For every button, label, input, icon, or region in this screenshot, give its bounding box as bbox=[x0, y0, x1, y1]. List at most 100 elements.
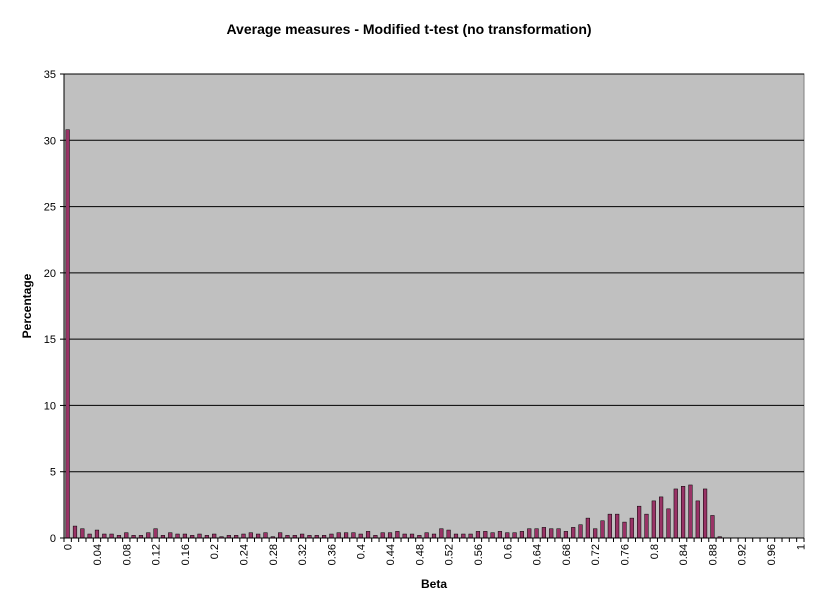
x-tick-label: 0.52 bbox=[444, 544, 456, 565]
x-tick-label: 0.96 bbox=[766, 544, 778, 565]
bar bbox=[681, 486, 686, 539]
bar bbox=[534, 528, 539, 539]
bar bbox=[344, 532, 349, 539]
bar bbox=[431, 533, 437, 539]
plot-area: 0 5 10 15 20 25 30 35 0 0.04 0.08 0.12 0.16 0.2 0.24 0.… bbox=[44, 69, 808, 565]
bar bbox=[585, 517, 590, 539]
bar bbox=[65, 129, 70, 539]
x-tick-label: 0.92 bbox=[737, 544, 749, 565]
bar bbox=[659, 496, 664, 539]
y-tick-label: 30 bbox=[44, 135, 56, 147]
bar bbox=[387, 532, 393, 539]
bar bbox=[329, 533, 334, 539]
bar bbox=[358, 533, 363, 539]
bar bbox=[519, 531, 525, 539]
bar bbox=[439, 528, 444, 539]
bar bbox=[424, 532, 429, 539]
x-tick-label: 0.8 bbox=[649, 544, 661, 559]
bar bbox=[512, 532, 517, 539]
bar bbox=[248, 532, 253, 539]
y-tick-label: 20 bbox=[44, 268, 56, 280]
y-tick-label: 25 bbox=[44, 202, 56, 214]
y-axis-label: Percentage bbox=[20, 273, 34, 338]
bar bbox=[146, 532, 151, 539]
bar bbox=[212, 533, 217, 539]
bar bbox=[72, 525, 78, 539]
bar bbox=[578, 524, 583, 539]
x-tick-label: 0.16 bbox=[180, 544, 192, 565]
bar bbox=[637, 505, 642, 539]
x-tick-label: 0.44 bbox=[385, 544, 397, 565]
bar bbox=[402, 533, 407, 539]
bar bbox=[541, 527, 546, 539]
bar bbox=[351, 532, 356, 539]
bar bbox=[80, 528, 85, 539]
bar bbox=[651, 500, 656, 539]
bar bbox=[365, 531, 371, 539]
bar bbox=[695, 500, 700, 539]
x-tick-label: 0.72 bbox=[590, 544, 602, 565]
bar bbox=[571, 527, 576, 539]
x-tick-label: 0.76 bbox=[620, 544, 632, 565]
bar bbox=[94, 529, 100, 539]
x-tick-label: 0.88 bbox=[707, 544, 719, 565]
y-tick-label: 35 bbox=[44, 69, 56, 81]
bar bbox=[710, 515, 715, 539]
bar bbox=[395, 531, 400, 539]
bar bbox=[644, 513, 649, 539]
x-tick-label: 0.04 bbox=[92, 544, 104, 565]
bar bbox=[703, 488, 708, 539]
bar bbox=[666, 508, 671, 539]
bar bbox=[556, 528, 561, 539]
x-tick-label: 0.24 bbox=[239, 544, 251, 565]
bar bbox=[475, 531, 481, 539]
x-tick-label: 0.56 bbox=[473, 544, 485, 565]
x-tick-label: 0.48 bbox=[414, 544, 426, 565]
bar bbox=[453, 533, 459, 539]
bar bbox=[607, 513, 612, 539]
bar bbox=[175, 533, 180, 539]
x-tick-label: 0.12 bbox=[151, 544, 163, 565]
bar bbox=[446, 529, 451, 539]
x-tick-label: 0.36 bbox=[326, 544, 338, 565]
bar bbox=[490, 532, 495, 539]
bar bbox=[483, 531, 488, 539]
bar bbox=[505, 532, 510, 539]
x-tick-label: 0.2 bbox=[209, 544, 221, 559]
bar bbox=[87, 533, 92, 539]
x-tick-label: 0 bbox=[63, 544, 75, 550]
bar bbox=[336, 532, 341, 539]
bar bbox=[102, 533, 107, 539]
plot-background bbox=[63, 73, 805, 539]
bar bbox=[124, 532, 129, 539]
bar bbox=[615, 513, 620, 539]
bar bbox=[197, 533, 202, 539]
bar bbox=[182, 533, 187, 539]
bar bbox=[673, 488, 678, 539]
bar bbox=[380, 532, 385, 539]
y-tick-label: 15 bbox=[44, 334, 56, 346]
x-tick-label: 1 bbox=[795, 544, 807, 550]
bar bbox=[300, 533, 305, 539]
bar bbox=[688, 484, 693, 539]
bar bbox=[549, 528, 554, 539]
bar bbox=[153, 528, 158, 539]
bar bbox=[563, 531, 568, 539]
x-axis-label: Beta bbox=[421, 577, 447, 591]
x-tick-label: 0.28 bbox=[268, 544, 280, 565]
bar bbox=[168, 532, 173, 539]
x-tick-label: 0.32 bbox=[297, 544, 309, 565]
y-tick-label: 0 bbox=[50, 533, 56, 545]
y-tick-label: 5 bbox=[50, 467, 56, 479]
bar bbox=[256, 533, 261, 539]
x-tick-label: 0.68 bbox=[561, 544, 573, 565]
bar bbox=[241, 533, 246, 539]
chart-title: Average measures - Modified t-test (no t… bbox=[226, 21, 591, 37]
bar bbox=[622, 521, 627, 539]
bar bbox=[600, 520, 605, 539]
bar bbox=[497, 531, 503, 539]
x-tick-label: 0.84 bbox=[678, 544, 690, 565]
bar bbox=[263, 532, 268, 539]
x-tick-label: 0.6 bbox=[502, 544, 514, 559]
